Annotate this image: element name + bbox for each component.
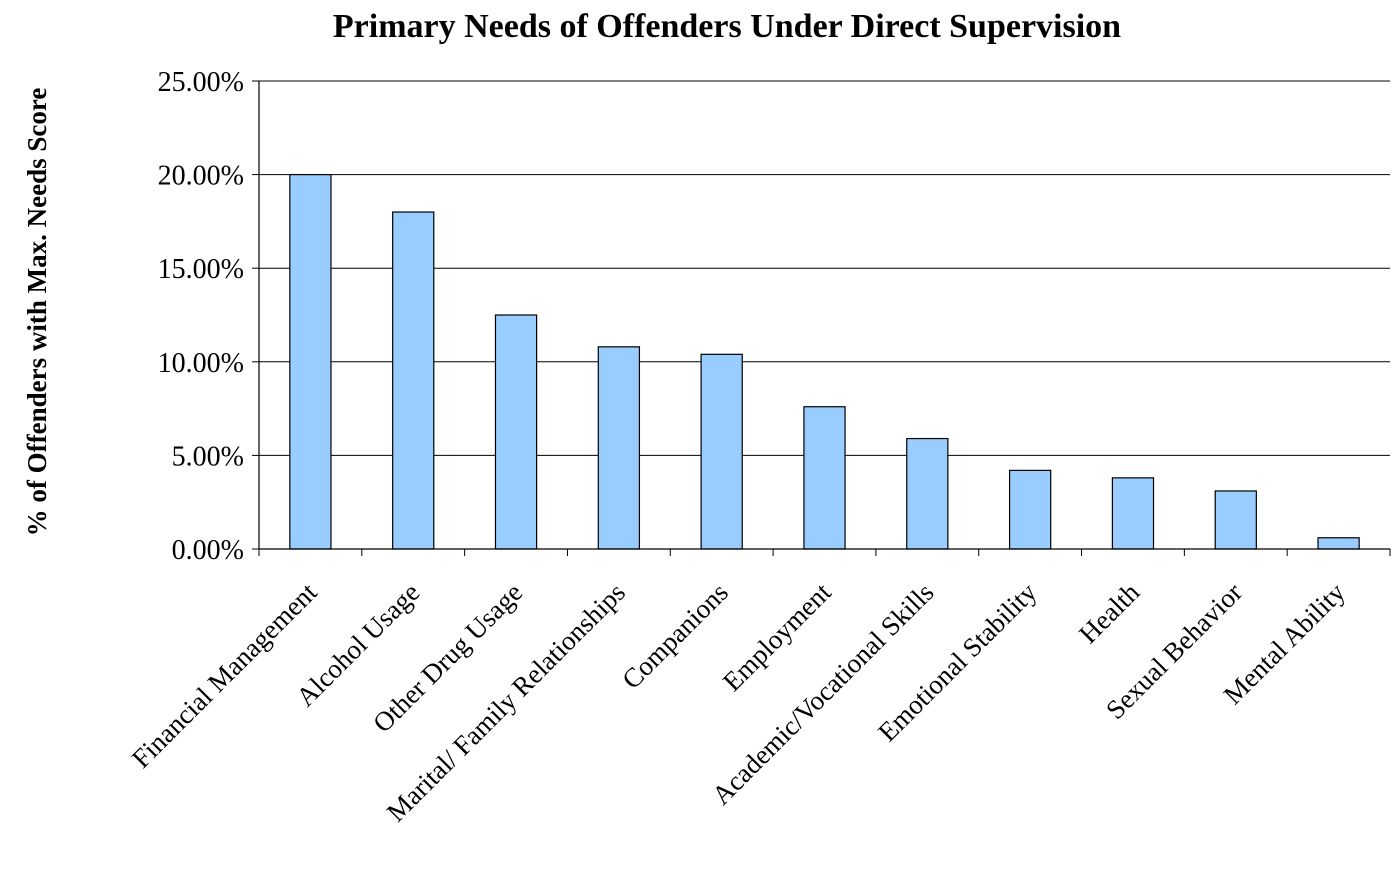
y-tick-label: 15.00% [158,254,244,285]
y-tick-label: 20.00% [158,161,244,192]
x-tick-label: Health [1073,577,1145,649]
y-tick-label: 0.00% [172,535,244,566]
bar [803,406,846,550]
bar [289,174,332,550]
bar [494,314,538,550]
bar [1111,477,1155,550]
y-axis-label: % of Offenders with Max. Needs Score [22,88,52,537]
bars [289,174,1360,550]
y-axis-ticks: 0.00% 5.00% 10.00% 15.00% 20.00% 25.00% [158,67,259,566]
y-tick-label: 25.00% [158,67,244,98]
bar [1317,537,1360,550]
bar [392,211,435,550]
bar [1214,490,1257,550]
x-tick-label: Companions [616,577,734,695]
y-tick-label: 10.00% [158,348,244,379]
bar [700,353,743,550]
axes [258,81,1390,550]
y-tick-label: 5.00% [172,441,244,472]
gridlines [259,80,1390,456]
bar [906,437,949,550]
bar [1008,469,1052,550]
bar [597,346,641,550]
x-tick-label: Financial Management [126,577,323,774]
chart-title: Primary Needs of Offenders Under Direct … [333,8,1121,45]
